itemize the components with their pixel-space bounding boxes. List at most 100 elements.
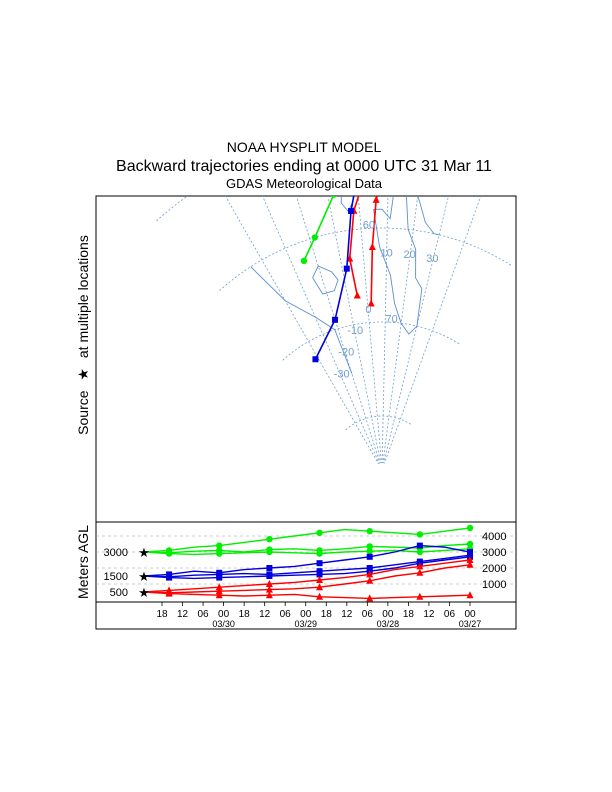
time-tick-label: 06 <box>198 609 210 620</box>
height-marker <box>215 591 223 599</box>
coastline <box>373 196 423 335</box>
height-series <box>143 545 474 557</box>
time-tick-label: 06 <box>280 609 292 620</box>
height-marker <box>316 550 323 557</box>
longitude-label: 30 <box>426 253 438 265</box>
trajectory-marker <box>357 132 363 138</box>
height-marker <box>366 553 373 560</box>
height-series <box>143 556 474 594</box>
trajectory-marker <box>438 79 444 85</box>
latitude-label: 60 <box>363 219 375 231</box>
coastline <box>340 196 354 213</box>
trajectory-marker <box>348 104 354 110</box>
graticule <box>93 40 611 465</box>
trajectory-series <box>312 79 444 363</box>
time-tick-label: 06 <box>362 609 374 620</box>
coastline <box>250 266 353 374</box>
source-star-icon: ★ <box>428 122 441 138</box>
source-label: Source ★ at multiple locations <box>75 235 91 435</box>
height-marker <box>466 540 474 548</box>
coastlines <box>250 8 491 374</box>
height-marker <box>316 529 323 536</box>
height-marker <box>466 556 474 563</box>
source-star-icon: ★ <box>442 86 455 102</box>
height-marker <box>366 570 374 578</box>
height-line <box>143 543 471 554</box>
coastline <box>300 8 491 152</box>
height-line <box>143 564 471 594</box>
height-marker <box>316 576 324 583</box>
trajectory-marker <box>429 77 436 84</box>
trajectory-marker <box>379 93 385 99</box>
trajectory-line <box>370 196 379 304</box>
trajectory-marker <box>424 48 431 55</box>
trajectory-marker <box>403 84 410 91</box>
trajectory-marker <box>433 116 439 122</box>
height-line <box>143 527 471 553</box>
height-marker <box>266 573 273 579</box>
trajectory-marker <box>404 85 410 91</box>
trajectory-marker <box>368 243 376 251</box>
date-label: 03/29 <box>294 619 317 629</box>
map-grid-labels: -30 -20 -100 10 20 30 70 60 <box>334 219 439 380</box>
trajectory-marker <box>409 113 416 120</box>
height-left-tick-label: 3000 <box>104 547 128 559</box>
latitude-label: 70 <box>385 313 397 325</box>
height-marker <box>416 548 424 556</box>
time-tick-label: 12 <box>259 609 271 620</box>
map-panel <box>95 195 517 523</box>
height-line <box>143 556 471 580</box>
trajectory-marker <box>405 56 411 62</box>
height-marker <box>316 571 323 578</box>
trajectory-marker <box>332 316 339 323</box>
height-marker <box>166 574 173 581</box>
height-marker <box>416 542 423 549</box>
height-line <box>143 548 471 556</box>
trajectory-marker <box>348 208 355 215</box>
trajectory-marker <box>379 130 386 137</box>
date-label: 03/27 <box>459 619 482 629</box>
time-tick-label: 18 <box>403 609 415 620</box>
height-line <box>143 554 471 578</box>
time-tick-label: 12 <box>341 609 353 620</box>
time-tick-label: 06 <box>444 609 456 620</box>
height-marker <box>265 585 273 593</box>
trajectory-marker <box>379 112 385 118</box>
height-marker <box>366 543 373 550</box>
date-label: 03/28 <box>377 619 400 629</box>
start-star-icon: ★ <box>138 586 150 601</box>
height-marker <box>216 542 223 549</box>
height-marker <box>467 549 473 555</box>
height-marker <box>416 531 424 538</box>
time-tick-label: 00 <box>218 609 230 620</box>
height-line <box>143 559 471 593</box>
trajectory-marker <box>444 42 450 48</box>
height-marker <box>215 583 223 591</box>
date-label: 03/30 <box>212 619 235 629</box>
trajectories: ★ ★ ★ <box>300 42 470 363</box>
height-marker <box>216 571 223 578</box>
longitude-label: -30 <box>334 368 350 380</box>
height-left-tick-label: 1500 <box>104 571 128 583</box>
source-star-icon: ★ <box>457 50 470 66</box>
trajectory-series <box>367 77 436 307</box>
trajectory-series <box>300 131 399 265</box>
trajectory-marker <box>343 265 350 272</box>
height-marker <box>416 568 424 576</box>
time-tick-label: 12 <box>177 609 189 620</box>
height-marker <box>466 560 474 568</box>
height-marker <box>316 592 324 600</box>
data-source-title: GDAS Meteorological Data <box>226 176 383 191</box>
trajectory-marker <box>367 299 375 307</box>
height-marker <box>366 548 373 555</box>
height-marker <box>215 587 223 595</box>
trajectory-marker <box>393 131 399 137</box>
height-marker <box>265 591 273 599</box>
height-marker <box>416 592 424 600</box>
chart-title: Backward trajectories ending at 0000 UTC… <box>116 158 492 175</box>
latitude-line <box>93 40 611 151</box>
height-marker <box>366 594 374 602</box>
height-panel-layer <box>96 524 516 602</box>
